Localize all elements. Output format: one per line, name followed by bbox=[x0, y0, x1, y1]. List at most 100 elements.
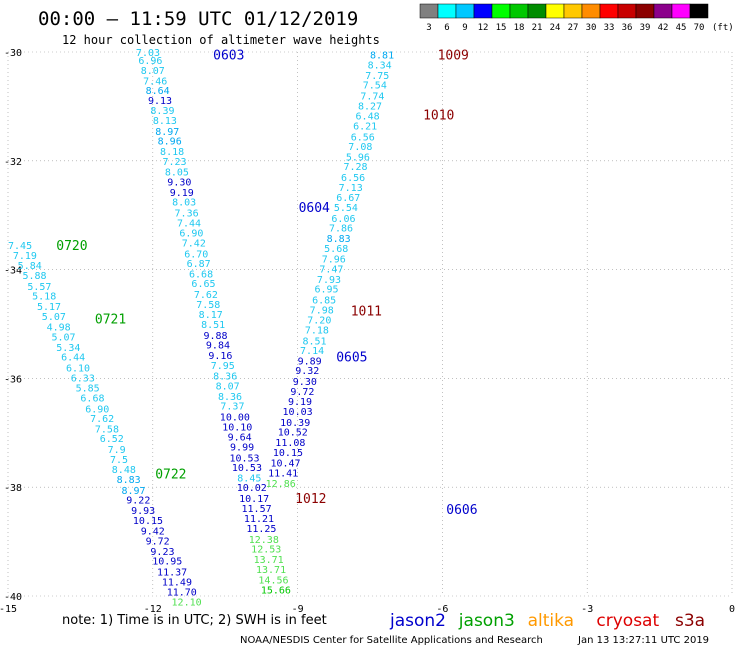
wave-height-point: 7.14 bbox=[300, 346, 324, 357]
wave-height-point: 8.51 bbox=[201, 320, 225, 331]
chart-title: 00:00 – 11:59 UTC 01/12/2019 bbox=[38, 8, 358, 30]
colorbar-label: 36 bbox=[622, 23, 633, 33]
wave-height-point: 6.10 bbox=[66, 364, 90, 375]
wave-height-point: 5.57 bbox=[27, 282, 51, 293]
axis-tick-labels: -15 -12 -9 -6 -3 0-30-32-34-36-38-40 bbox=[0, 48, 735, 615]
colorbar-label: 27 bbox=[568, 23, 579, 33]
wave-height-point: 7.36 bbox=[175, 208, 199, 219]
wave-height-point: 9.93 bbox=[131, 506, 155, 517]
wave-height-point: 6.87 bbox=[187, 259, 211, 270]
wave-height-point: 7.62 bbox=[90, 414, 114, 425]
wave-height-point: 6.90 bbox=[179, 229, 203, 240]
wave-height-point: 9.84 bbox=[206, 341, 230, 352]
wave-height-point: 10.15 bbox=[273, 448, 303, 459]
pass-time-label: 0604 bbox=[299, 201, 330, 216]
colorbar-unit: (ft) bbox=[712, 23, 734, 33]
wave-height-point: 9.42 bbox=[141, 527, 165, 538]
wave-height-point: 7.18 bbox=[305, 325, 329, 336]
colorbar-swatch bbox=[671, 3, 691, 19]
wave-height-point: 9.16 bbox=[208, 351, 232, 362]
wave-height-point: 5.96 bbox=[346, 152, 370, 163]
wave-height-point: 6.56 bbox=[351, 132, 375, 143]
wave-height-point: 7.42 bbox=[182, 238, 206, 249]
colorbar-swatch bbox=[455, 3, 475, 19]
wave-height-point: 8.48 bbox=[112, 465, 136, 476]
y-tick-label: -32 bbox=[4, 157, 22, 168]
colorbar-label: 3 bbox=[426, 23, 431, 33]
wave-height-point: 7.28 bbox=[343, 162, 367, 173]
wave-height-point: 13.71 bbox=[254, 555, 284, 566]
wave-height-point: 8.05 bbox=[165, 168, 189, 179]
wave-height-point: 6.21 bbox=[353, 121, 377, 132]
wave-height-point: 8.83 bbox=[117, 475, 141, 486]
wave-height-point: 6.06 bbox=[331, 214, 355, 225]
wave-height-point: 7.37 bbox=[220, 402, 244, 413]
wave-height-point: 7.75 bbox=[365, 71, 389, 82]
footer-timestamp: Jan 13 13:27:11 UTC 2019 bbox=[577, 635, 709, 646]
wave-height-point: 8.45 bbox=[237, 473, 261, 484]
wave-height-point: 8.96 bbox=[158, 137, 182, 148]
wave-height-point: 9.64 bbox=[228, 433, 252, 444]
wave-height-point: 9.99 bbox=[230, 442, 254, 453]
wave-height-point: 11.25 bbox=[246, 524, 276, 535]
colorbar-swatch bbox=[527, 3, 547, 19]
wave-height-point: 7.93 bbox=[317, 275, 341, 286]
x-tick-label: -3 bbox=[581, 604, 593, 615]
wave-height-point: 9.89 bbox=[298, 356, 322, 367]
wave-height-point: 5.07 bbox=[51, 333, 75, 344]
wave-height-point: 12.86 bbox=[266, 479, 296, 490]
wave-height-point: 6.48 bbox=[356, 112, 380, 123]
wave-height-point: 9.13 bbox=[148, 96, 172, 107]
y-tick-label: -40 bbox=[4, 592, 22, 603]
wave-height-point: 7.47 bbox=[319, 265, 343, 276]
wave-height-point: 8.39 bbox=[150, 106, 174, 117]
colorbar-swatch bbox=[437, 3, 457, 19]
colorbar-label: 39 bbox=[640, 23, 651, 33]
wave-height-point: 11.57 bbox=[242, 504, 272, 515]
x-tick-label: -9 bbox=[292, 604, 304, 615]
colorbar-swatch bbox=[509, 3, 529, 19]
wave-height-point: 10.95 bbox=[152, 557, 182, 568]
wave-height-point: 10.17 bbox=[239, 494, 269, 505]
wave-height-point: 12.53 bbox=[251, 545, 281, 556]
satellite-altika: altika bbox=[528, 611, 575, 631]
wave-height-point: 6.70 bbox=[184, 249, 208, 260]
colorbar-label: 18 bbox=[514, 23, 525, 33]
wave-height-point: 7.23 bbox=[162, 157, 186, 168]
wave-height-point: 7.58 bbox=[196, 300, 220, 311]
wave-height-point: 5.18 bbox=[32, 292, 56, 303]
satellite-jason2: jason2 bbox=[389, 611, 446, 631]
wave-height-point: 10.47 bbox=[270, 459, 300, 470]
wave-height-point: 5.54 bbox=[334, 203, 358, 214]
colorbar-legend: 3 6 9 12 15 18 21 24 27 30 33 36 39 42 45 70 (ft) bbox=[419, 3, 734, 33]
pass-time-label: 0603 bbox=[213, 49, 244, 64]
pass-time-label: 0720 bbox=[56, 239, 87, 254]
wave-height-point: 8.97 bbox=[155, 127, 179, 138]
wave-height-point: 8.36 bbox=[218, 392, 242, 403]
wave-height-point: 12.38 bbox=[249, 535, 279, 546]
wave-height-point: 6.56 bbox=[341, 173, 365, 184]
wave-height-point: 7.58 bbox=[95, 424, 119, 435]
wave-height-point: 6.68 bbox=[189, 269, 213, 280]
wave-height-point: 8.81 bbox=[370, 51, 394, 62]
wave-height-point: 8.83 bbox=[327, 234, 351, 245]
wave-height-point: 5.85 bbox=[76, 384, 100, 395]
colorbar-swatch bbox=[491, 3, 511, 19]
wave-height-point: 12.10 bbox=[172, 597, 202, 608]
colorbar-label: 33 bbox=[604, 23, 615, 33]
satellite-legend: jason2 jason3 altika cryosat s3a bbox=[389, 611, 705, 631]
wave-height-point: 5.34 bbox=[56, 343, 80, 354]
colorbar-label: 9 bbox=[462, 23, 467, 33]
wave-height-point: 8.07 bbox=[141, 66, 165, 77]
wave-height-point: 4.98 bbox=[47, 323, 71, 334]
wave-height-point: 7.86 bbox=[329, 224, 353, 235]
colorbar-swatch bbox=[581, 3, 601, 19]
colorbar-label: 24 bbox=[550, 23, 561, 33]
plot-grid bbox=[7, 51, 733, 597]
wave-height-point: 9.22 bbox=[126, 496, 150, 507]
colorbar-swatch bbox=[545, 3, 565, 19]
wave-height-point: 6.68 bbox=[80, 393, 104, 404]
wave-height-point: 7.20 bbox=[307, 316, 331, 327]
footer-credit: NOAA/NESDIS Center for Satellite Applica… bbox=[240, 635, 543, 646]
